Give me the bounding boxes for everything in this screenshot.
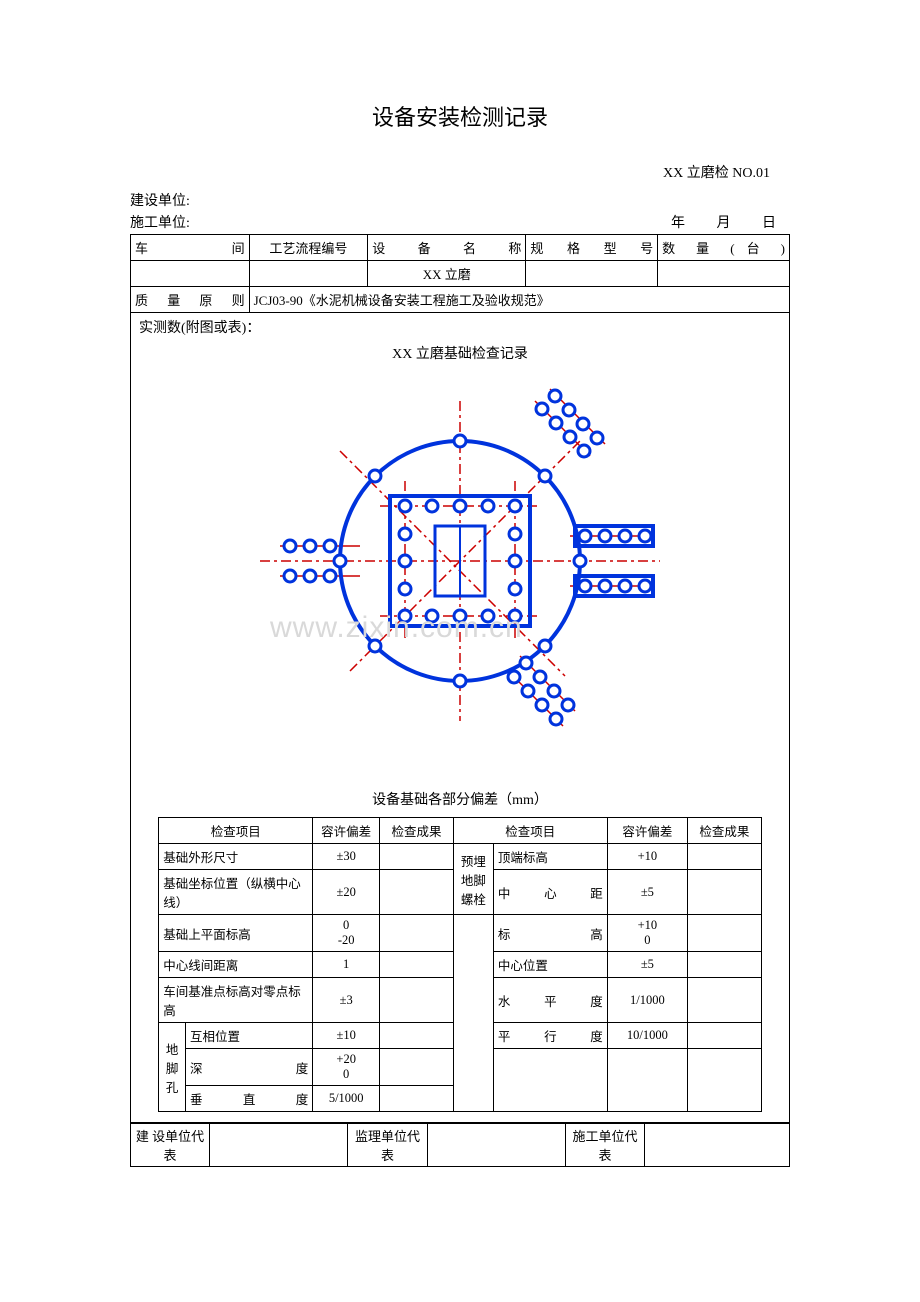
right-blank-col <box>453 915 493 1112</box>
equip-name-label: 设 备 名 称 <box>368 235 526 261</box>
bh2-item: 垂 直 度 <box>186 1086 313 1112</box>
embed-label: 预埋地脚螺栓 <box>453 844 493 915</box>
measured-label: 实测数(附图或表)： <box>139 317 781 339</box>
build-unit-label: 建设单位: <box>130 190 190 210</box>
bolt-hole-label: 地脚孔 <box>159 1023 186 1112</box>
bh1-res <box>380 1049 454 1086</box>
row-r1-tol: ±5 <box>607 870 687 915</box>
sig-const-label: 施工单位代 表 <box>565 1124 644 1167</box>
row-l3-res <box>380 952 454 978</box>
row-l0-item: 基础外形尺寸 <box>159 844 313 870</box>
quality-label: 质 量 原 则 <box>131 287 250 313</box>
blank-r6c <box>688 1049 762 1086</box>
row-l0-tol: ±30 <box>313 844 380 870</box>
row-r2-res <box>688 915 762 952</box>
row-r1-item: 中 心 距 <box>493 870 607 915</box>
bh2-res <box>380 1086 454 1112</box>
qty-value <box>658 261 790 287</box>
spec-value <box>526 261 658 287</box>
blank-r7a <box>493 1086 607 1112</box>
row-r1-res <box>688 870 762 915</box>
hdr-tol-l: 容许偏差 <box>313 818 380 844</box>
sig-supv-value <box>427 1124 565 1167</box>
diagram-title: XX 立磨基础检查记录 <box>139 343 781 363</box>
row-l4-tol: ±3 <box>313 978 380 1023</box>
row-r4-item: 水 平 度 <box>493 978 607 1023</box>
blank-r7c <box>688 1086 762 1112</box>
bh1-tol: +200 <box>313 1049 380 1086</box>
row-r5-tol: 10/1000 <box>607 1023 687 1049</box>
hdr-item-l: 检查项目 <box>159 818 313 844</box>
row-l3-tol: 1 <box>313 952 380 978</box>
row-l4-item: 车间基准点标高对零点标高 <box>159 978 313 1023</box>
process-no-label: 工艺流程编号 <box>249 235 368 261</box>
year-label: 年 <box>671 216 685 231</box>
month-label: 月 <box>717 216 731 231</box>
signature-table: 建 设单位代 表 监理单位代 表 施工单位代 表 <box>130 1123 790 1167</box>
hdr-res-r: 检查成果 <box>688 818 762 844</box>
hdr-res-l: 检查成果 <box>380 818 454 844</box>
blank-r6b <box>607 1049 687 1086</box>
row-l1-tol: ±20 <box>313 870 380 915</box>
bh1-item: 深 度 <box>186 1049 313 1086</box>
date-section: 年 月 日 <box>657 212 790 232</box>
quality-value: JCJ03-90《水泥机械设备安装工程施工及验收规范》 <box>249 287 789 313</box>
deviation-subtitle: 设备基础各部分偏差（mm） <box>139 789 781 809</box>
qty-label: 数 量 ( 台 ) <box>658 235 790 261</box>
bh2-tol: 5/1000 <box>313 1086 380 1112</box>
construct-unit-label: 施工单位: <box>130 212 190 232</box>
row-r3-res <box>688 952 762 978</box>
row-l4-res <box>380 978 454 1023</box>
workshop-label: 车 间 <box>131 235 250 261</box>
equip-name-value: XX 立磨 <box>368 261 526 287</box>
sig-const-value <box>644 1124 789 1167</box>
row-r5-item: 平 行 度 <box>493 1023 607 1049</box>
row-r5-res <box>688 1023 762 1049</box>
row-r2-item: 标 高 <box>493 915 607 952</box>
row-l3-item: 中心线间距离 <box>159 952 313 978</box>
row-r3-item: 中心位置 <box>493 952 607 978</box>
row-l2-item: 基础上平面标高 <box>159 915 313 952</box>
bh0-res <box>380 1023 454 1049</box>
row-r2-tol: +100 <box>607 915 687 952</box>
row-r4-res <box>688 978 762 1023</box>
sig-build-label: 建 设单位代 表 <box>131 1124 210 1167</box>
row-l0-res <box>380 844 454 870</box>
diagram-wrap: www.zixin.com.cn <box>250 371 670 771</box>
blank-r6a <box>493 1049 607 1086</box>
hdr-item-r: 检查项目 <box>453 818 607 844</box>
bh0-tol: ±10 <box>313 1023 380 1049</box>
row-r0-res <box>688 844 762 870</box>
row-l1-res <box>380 870 454 915</box>
row-l2-tol: 0-20 <box>313 915 380 952</box>
process-no-value <box>249 261 368 287</box>
sig-build-value <box>210 1124 348 1167</box>
blank-r7b <box>607 1086 687 1112</box>
hdr-tol-r: 容许偏差 <box>607 818 687 844</box>
foundation-diagram <box>250 371 670 771</box>
bh0-item: 互相位置 <box>186 1023 313 1049</box>
day-label: 日 <box>762 216 776 231</box>
row-l1-item: 基础坐标位置（纵横中心线） <box>159 870 313 915</box>
workshop-value <box>131 261 250 287</box>
row-l2-res <box>380 915 454 952</box>
deviation-table: 检查项目 容许偏差 检查成果 检查项目 容许偏差 检查成果 基础外形尺寸 ±30… <box>158 817 761 1112</box>
row-r4-tol: 1/1000 <box>607 978 687 1023</box>
page-title: 设备安装检测记录 <box>130 100 790 132</box>
spec-label: 规 格 型 号 <box>526 235 658 261</box>
row-r3-tol: ±5 <box>607 952 687 978</box>
row-r0-tol: +10 <box>607 844 687 870</box>
sig-supv-label: 监理单位代 表 <box>348 1124 427 1167</box>
row-r0-item: 顶端标高 <box>493 844 607 870</box>
document-number: XX 立磨检 NO.01 <box>130 162 790 182</box>
top-info-table: 车 间 工艺流程编号 设 备 名 称 规 格 型 号 数 量 ( 台 ) XX … <box>130 234 790 313</box>
diagram-section: 实测数(附图或表)： XX 立磨基础检查记录 <box>130 313 790 1123</box>
